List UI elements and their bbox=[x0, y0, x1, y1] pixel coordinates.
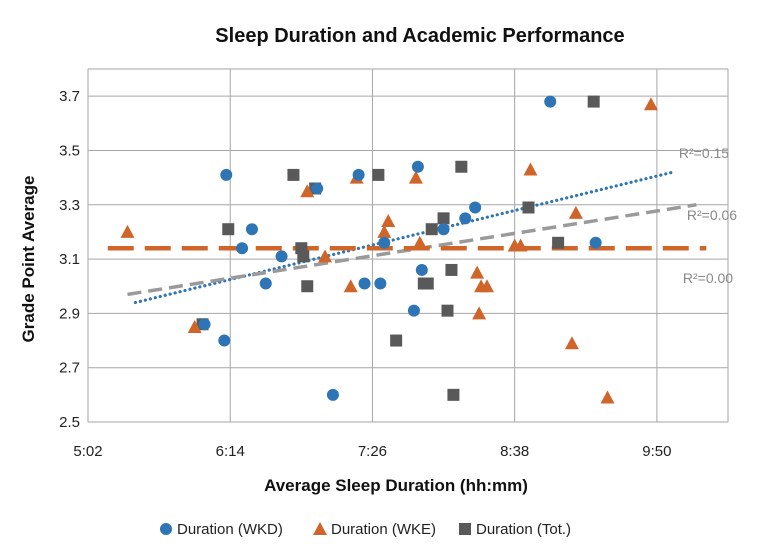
y-tick-label: 2.9 bbox=[59, 305, 80, 322]
y-tick-label: 2.5 bbox=[59, 414, 80, 431]
data-point-square bbox=[441, 304, 454, 317]
data-point-square bbox=[297, 250, 310, 263]
series-square bbox=[196, 95, 600, 401]
data-point-circle bbox=[544, 95, 557, 108]
data-point-circle bbox=[459, 212, 472, 225]
data-points bbox=[120, 95, 658, 404]
y-tick-label: 3.3 bbox=[59, 197, 80, 214]
data-point-circle bbox=[198, 318, 211, 331]
data-point-square bbox=[587, 95, 600, 108]
data-point-triangle bbox=[412, 235, 427, 249]
data-point-circle bbox=[236, 242, 249, 255]
data-point-triangle bbox=[343, 279, 358, 293]
data-point-square bbox=[287, 168, 300, 181]
data-point-triangle bbox=[318, 249, 333, 263]
data-point-triangle bbox=[187, 319, 202, 333]
data-point-square bbox=[437, 212, 450, 225]
data-point-square bbox=[522, 201, 535, 214]
data-point-triangle bbox=[600, 390, 615, 404]
data-point-circle bbox=[218, 334, 231, 347]
data-point-triangle bbox=[480, 279, 495, 293]
y-tick-label: 3.1 bbox=[59, 251, 80, 268]
data-point-square bbox=[447, 388, 460, 401]
data-point-circle bbox=[326, 388, 339, 401]
chart-title: Sleep Duration and Academic Performance bbox=[215, 25, 624, 47]
x-tick-label: 5:02 bbox=[73, 443, 102, 460]
data-point-circle bbox=[311, 182, 324, 195]
data-point-triangle bbox=[513, 238, 528, 252]
data-point-triangle bbox=[568, 205, 583, 219]
y-tick-label: 3.5 bbox=[59, 142, 80, 159]
x-axis-ticks: 5:02 6:14 7:26 8:38 9:50 bbox=[73, 443, 671, 460]
data-point-circle bbox=[469, 201, 482, 214]
trendline bbox=[127, 203, 697, 297]
data-point-square bbox=[552, 236, 565, 249]
x-tick-label: 9:50 bbox=[642, 443, 671, 460]
legend-label: Duration (WKD) bbox=[177, 521, 283, 538]
data-point-circle bbox=[411, 160, 424, 173]
y-axis-title: Grade Point Average bbox=[19, 176, 38, 343]
data-point-circle bbox=[378, 236, 391, 249]
data-point-triangle bbox=[408, 170, 423, 184]
trendline bbox=[133, 170, 675, 305]
r-squared-label: R²=0.00 bbox=[683, 270, 733, 286]
data-point-square bbox=[425, 223, 438, 236]
data-point-circle bbox=[275, 250, 288, 263]
x-tick-label: 6:14 bbox=[216, 443, 245, 460]
data-point-circle bbox=[374, 277, 387, 290]
legend-label: Duration (Tot.) bbox=[476, 521, 571, 538]
data-point-circle bbox=[259, 277, 272, 290]
legend-label: Duration (WKE) bbox=[331, 521, 436, 538]
trendlines: R²=0.15 R²=0.06 R²=0.00 bbox=[107, 145, 737, 305]
data-point-triangle bbox=[523, 162, 538, 176]
data-point-triangle bbox=[470, 265, 485, 279]
data-point-triangle bbox=[643, 97, 658, 111]
x-axis-title: Average Sleep Duration (hh:mm) bbox=[264, 476, 528, 495]
data-point-square bbox=[455, 160, 468, 173]
data-point-square bbox=[222, 223, 235, 236]
data-point-circle bbox=[245, 223, 258, 236]
legend-marker-circle bbox=[160, 523, 172, 535]
data-point-circle bbox=[358, 277, 371, 290]
y-tick-label: 2.7 bbox=[59, 360, 80, 377]
data-point-circle bbox=[437, 223, 450, 236]
data-point-square bbox=[445, 263, 458, 276]
data-point-square bbox=[421, 277, 434, 290]
data-point-triangle bbox=[381, 214, 396, 228]
data-point-triangle bbox=[300, 184, 315, 198]
y-tick-label: 3.7 bbox=[59, 88, 80, 105]
legend-marker-triangle bbox=[313, 522, 327, 535]
legend-marker-square bbox=[459, 523, 471, 535]
data-point-circle bbox=[220, 168, 233, 181]
data-point-square bbox=[390, 334, 403, 347]
data-point-square bbox=[372, 168, 385, 181]
data-point-circle bbox=[352, 168, 365, 181]
data-point-triangle bbox=[472, 306, 487, 320]
data-point-triangle bbox=[564, 336, 579, 350]
data-point-circle bbox=[407, 304, 420, 317]
r-squared-label: R²=0.15 bbox=[679, 145, 729, 161]
data-point-square bbox=[301, 280, 314, 293]
r-squared-label: R²=0.06 bbox=[687, 207, 737, 223]
x-tick-label: 8:38 bbox=[500, 443, 529, 460]
grid bbox=[87, 68, 729, 423]
legend: Duration (WKD) Duration (WKE) Duration (To… bbox=[160, 521, 571, 538]
data-point-circle bbox=[415, 263, 428, 276]
data-point-triangle bbox=[120, 224, 135, 238]
x-tick-label: 7:26 bbox=[358, 443, 387, 460]
data-point-circle bbox=[589, 236, 602, 249]
data-point-triangle bbox=[377, 224, 392, 238]
y-axis-ticks: 2.5 2.7 2.9 3.1 3.3 3.5 3.7 bbox=[59, 88, 80, 431]
series-circle bbox=[198, 95, 602, 401]
